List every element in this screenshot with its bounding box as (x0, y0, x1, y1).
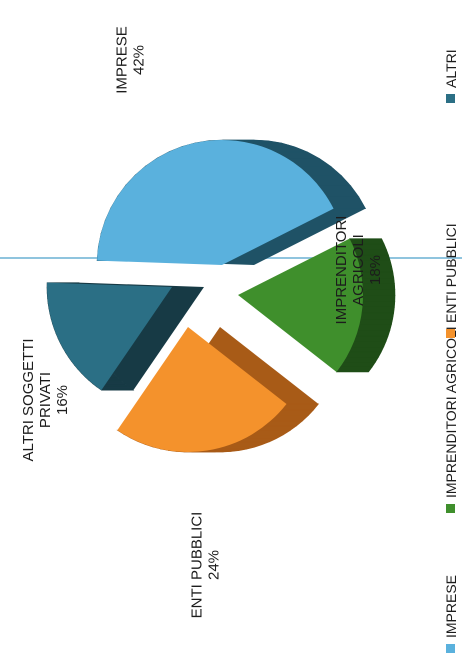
pie-slice-altri (46, 282, 204, 391)
pie-slice-edge (250, 430, 291, 436)
legend-swatch (446, 329, 455, 338)
pie-slice-edge (362, 295, 396, 302)
legend: IMPRESE IMPRENDITORI AGRICOLI ENTI PUBBLIC… (443, 49, 459, 653)
pie-slice-edge (360, 312, 395, 320)
legend-label: ENTI PUBBLICI (443, 223, 459, 323)
pie-slice-edge (355, 329, 391, 337)
pie-slice-top (97, 140, 334, 265)
pie-slice-edge (280, 403, 320, 411)
pie-slice-edge (362, 289, 396, 296)
pie-slice-top (117, 327, 287, 453)
slice-label: ENTI PUBBLICI24% (189, 512, 223, 619)
pie-slice-edge (335, 366, 373, 373)
pie-slice-top (238, 238, 363, 372)
legend-label: IMPRESE (443, 575, 459, 638)
pie-slice-edge (362, 301, 396, 308)
slice-label: IMPRENDITORIAGRICOLI18% (333, 216, 384, 325)
pie-slices (46, 139, 396, 453)
pie-slice-edge (361, 306, 395, 314)
pie-slice-edge (353, 335, 389, 342)
pie-slice-edge (256, 425, 298, 431)
legend-label: IMPRENDITORI AGRICOLI (443, 326, 459, 498)
legend-item: IMPRENDITORI AGRICOLI (443, 326, 459, 513)
slice-labels: IMPRESE42% IMPRENDITORIAGRICOLI18% ENTI PU… (20, 26, 384, 618)
pie-slice-edge (269, 415, 309, 422)
pie-slice-edge (345, 351, 382, 358)
pie-slice-imprenditori-agricoli (238, 238, 396, 373)
pie-slice-imprese (96, 139, 367, 265)
pie-slice-edge (275, 409, 315, 416)
pie-slice-enti-pubblici (116, 327, 320, 453)
pie-slice-edge (351, 341, 387, 348)
pie-slice-edge (359, 318, 394, 325)
legend-swatch (446, 504, 455, 513)
legend-label: ALTRI (443, 49, 459, 88)
pie-slice-top (46, 282, 172, 391)
slice-label: IMPRESE42% (114, 26, 148, 94)
pie-slice-edge (348, 346, 385, 353)
legend-swatch (446, 94, 455, 103)
legend-item: ALTRI (443, 49, 459, 103)
pie-slice-edge (263, 420, 304, 427)
pie-slice-edge (357, 324, 392, 331)
pie-slice-edge (342, 357, 379, 363)
legend-item: ENTI PUBBLICI (443, 223, 459, 338)
pie-slice-edge (339, 362, 376, 368)
legend-item: IMPRESE (443, 575, 459, 653)
legend-swatch (446, 644, 455, 653)
slice-label: ALTRI SOGGETTIPRIVATI16% (20, 338, 71, 461)
